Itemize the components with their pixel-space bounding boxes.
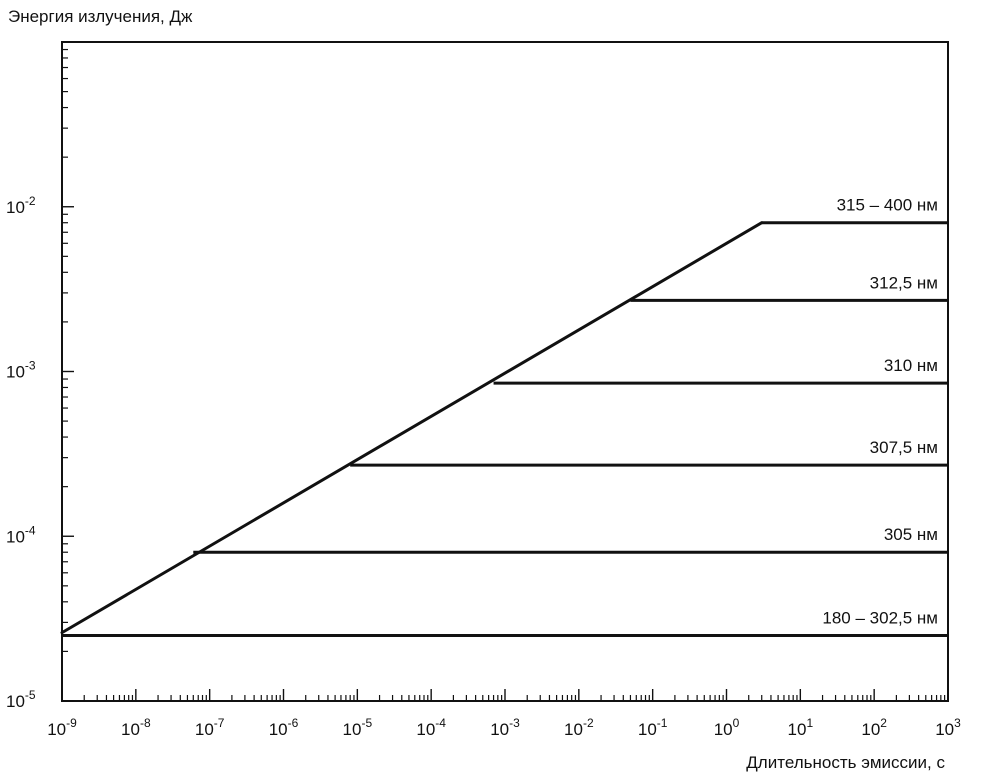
- y-tick-label: 10-2: [6, 194, 36, 217]
- y-tick-label: 10-5: [6, 688, 36, 711]
- x-tick-label: 10-3: [490, 716, 520, 739]
- x-tick-label: 10-6: [269, 716, 299, 739]
- series-labels: 315 – 400 нм 312,5 нм 310 нм 307,5 нм 305 нм…: [822, 196, 938, 628]
- series-label: 310 нм: [884, 356, 938, 375]
- x-tick-label: 10-8: [121, 716, 151, 739]
- x-tick-label: 10-7: [195, 716, 225, 739]
- major-ticks: [61, 206, 949, 702]
- x-tick-label: 102: [861, 716, 887, 739]
- series-label: 180 – 302,5 нм: [822, 608, 938, 627]
- x-axis-label: Длительность эмиссии, с: [746, 753, 945, 772]
- x-tick-labels: 10-9 10-8 10-7 10-6 10-5 10-4 10-3 10-2 10-1 100 1…: [47, 716, 961, 739]
- x-tick-label: 103: [935, 716, 961, 739]
- y-tick-label: 10-3: [6, 359, 36, 382]
- x-tick-label: 10-9: [47, 716, 77, 739]
- x-tick-label: 100: [714, 716, 740, 739]
- y-axis-label: Энергия излучения, Дж: [8, 7, 193, 26]
- y-tick-label: 10-4: [6, 523, 36, 546]
- series-label: 312,5 нм: [870, 273, 938, 292]
- y-tick-labels: 10-5 10-4 10-3 10-2: [6, 194, 36, 711]
- x-tick-label: 10-2: [564, 716, 594, 739]
- series-label: 307,5 нм: [870, 438, 938, 457]
- x-tick-label: 10-1: [638, 716, 668, 739]
- x-tick-label: 10-4: [416, 716, 446, 739]
- series-label: 305 нм: [884, 525, 938, 544]
- diagonal-limit-line: [60, 221, 764, 635]
- series-label: 315 – 400 нм: [837, 196, 938, 215]
- minor-ticks: [62, 48, 946, 701]
- x-tick-label: 101: [788, 716, 814, 739]
- x-tick-label: 10-5: [343, 716, 373, 739]
- series-lines: [60, 221, 948, 637]
